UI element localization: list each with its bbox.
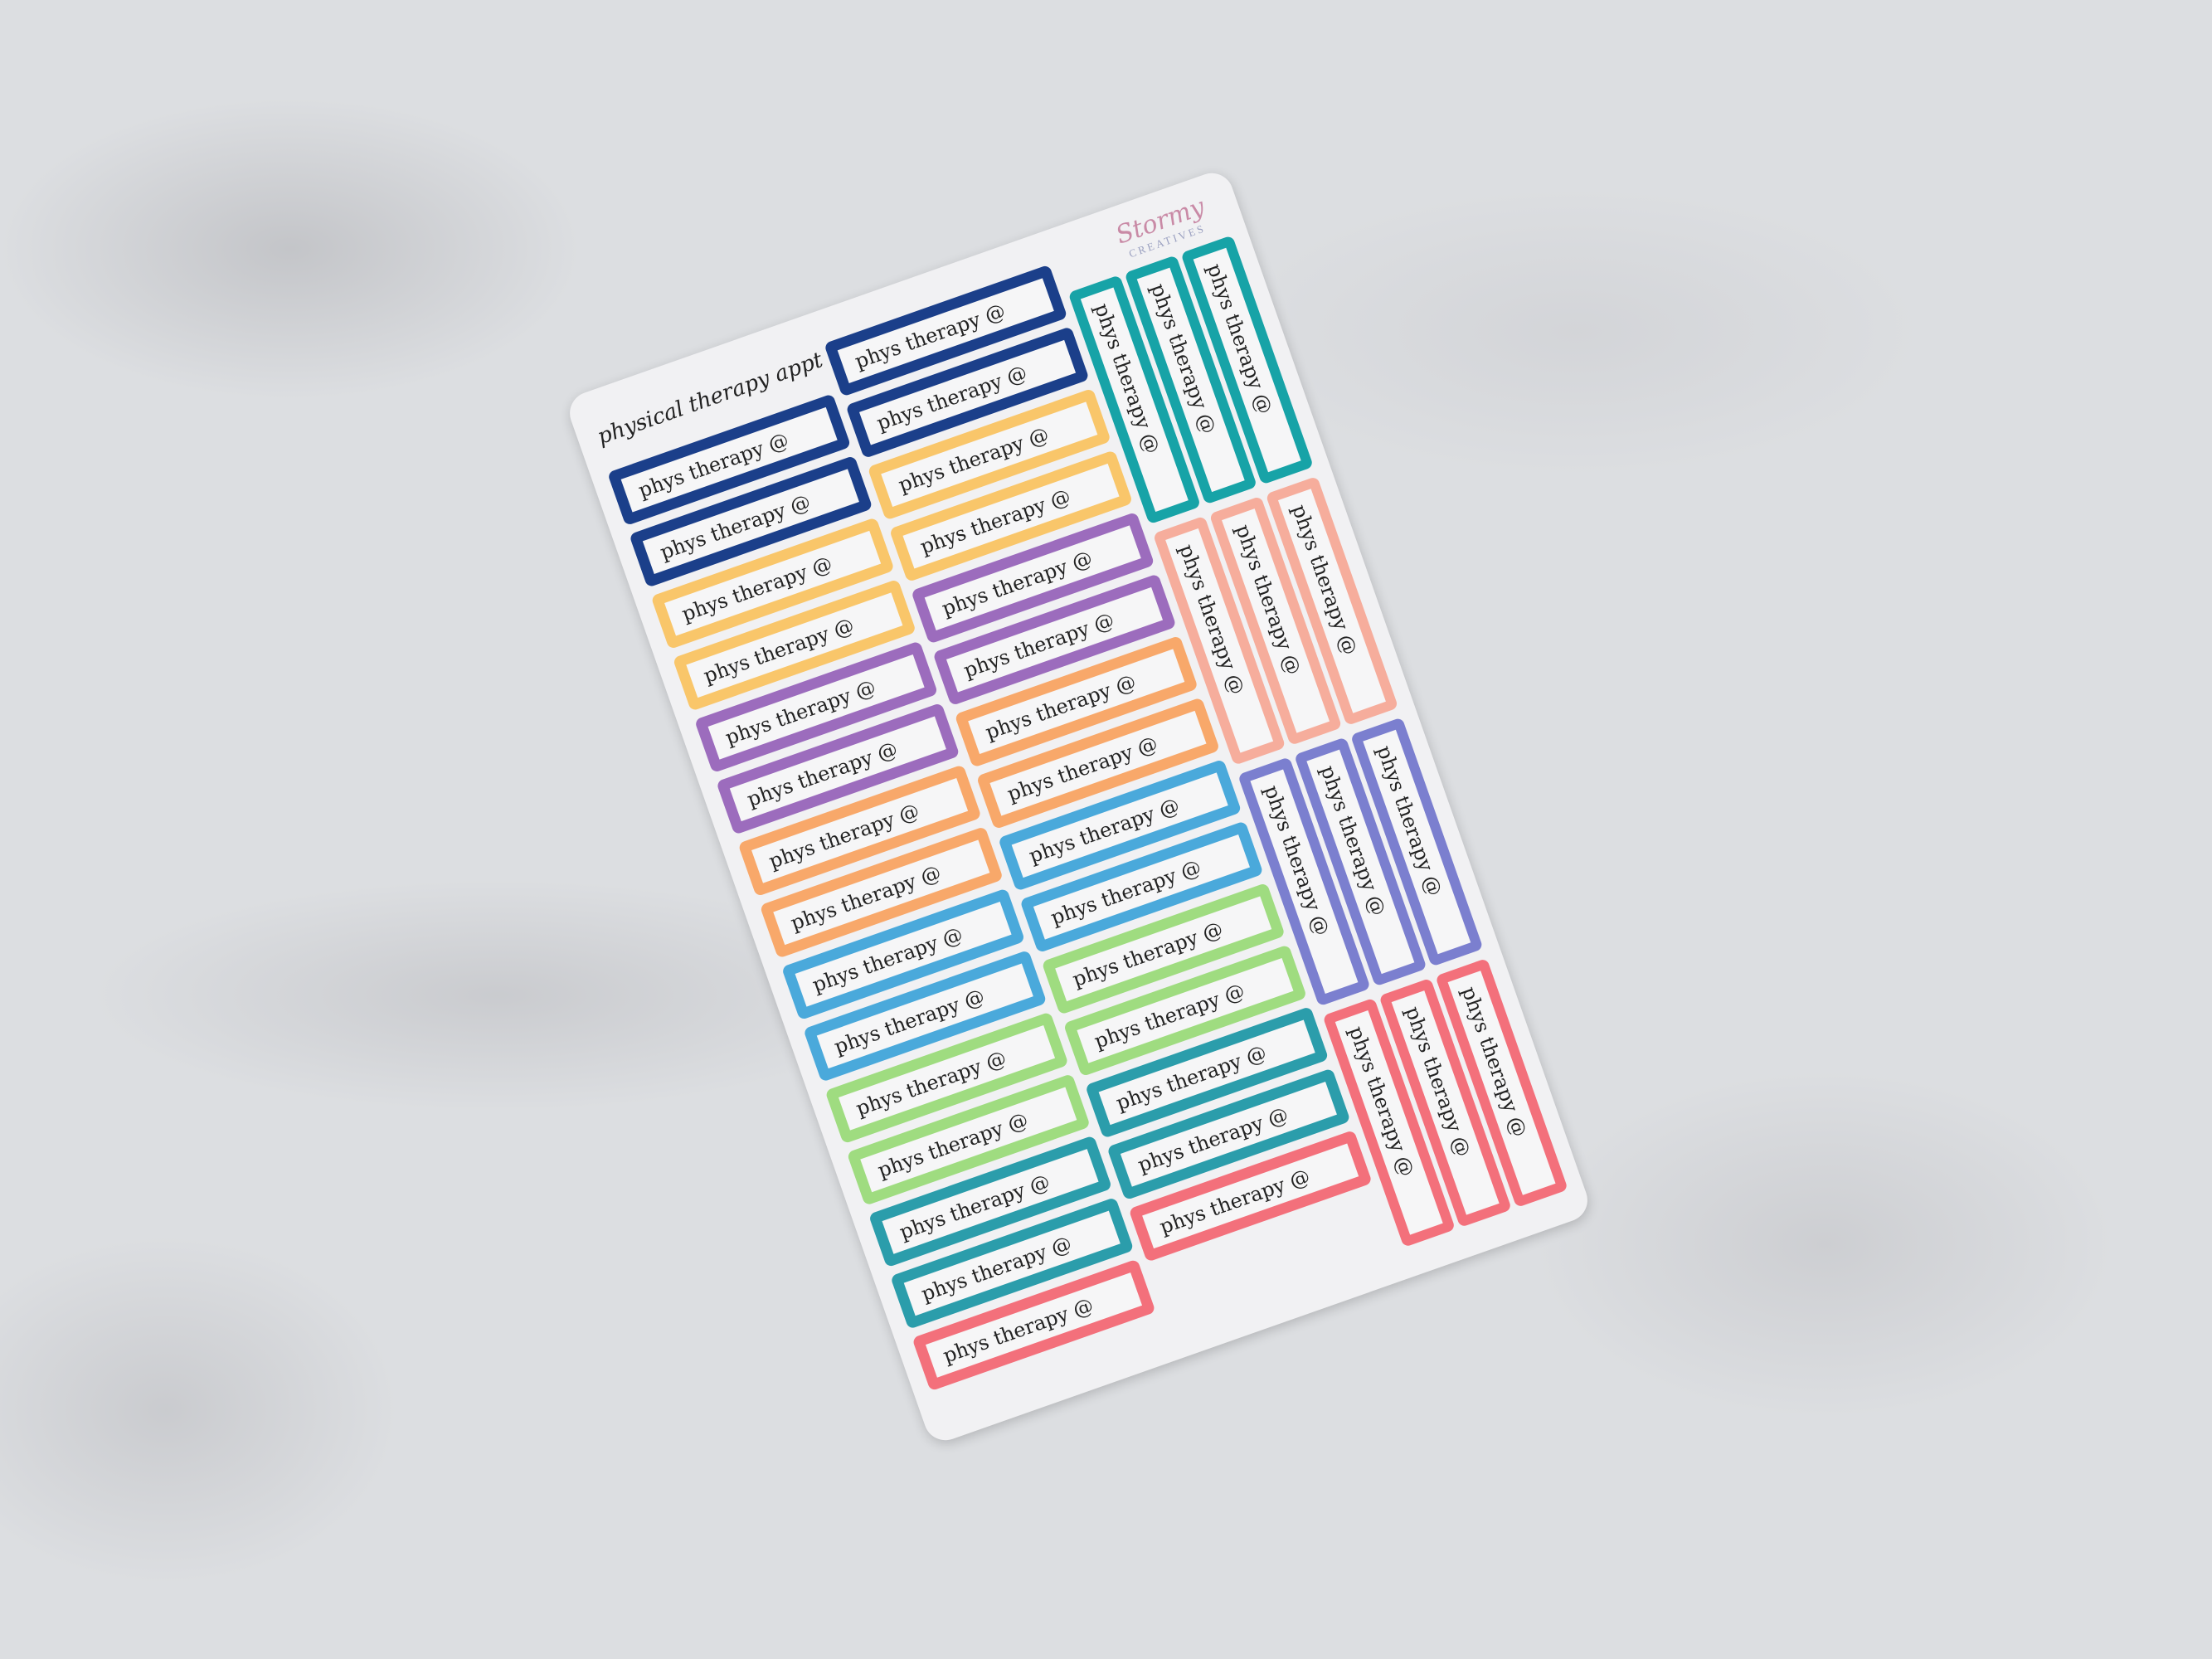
sticker-sheet: physical therapy appt Stormy CREATIVES p…	[563, 167, 1594, 1447]
